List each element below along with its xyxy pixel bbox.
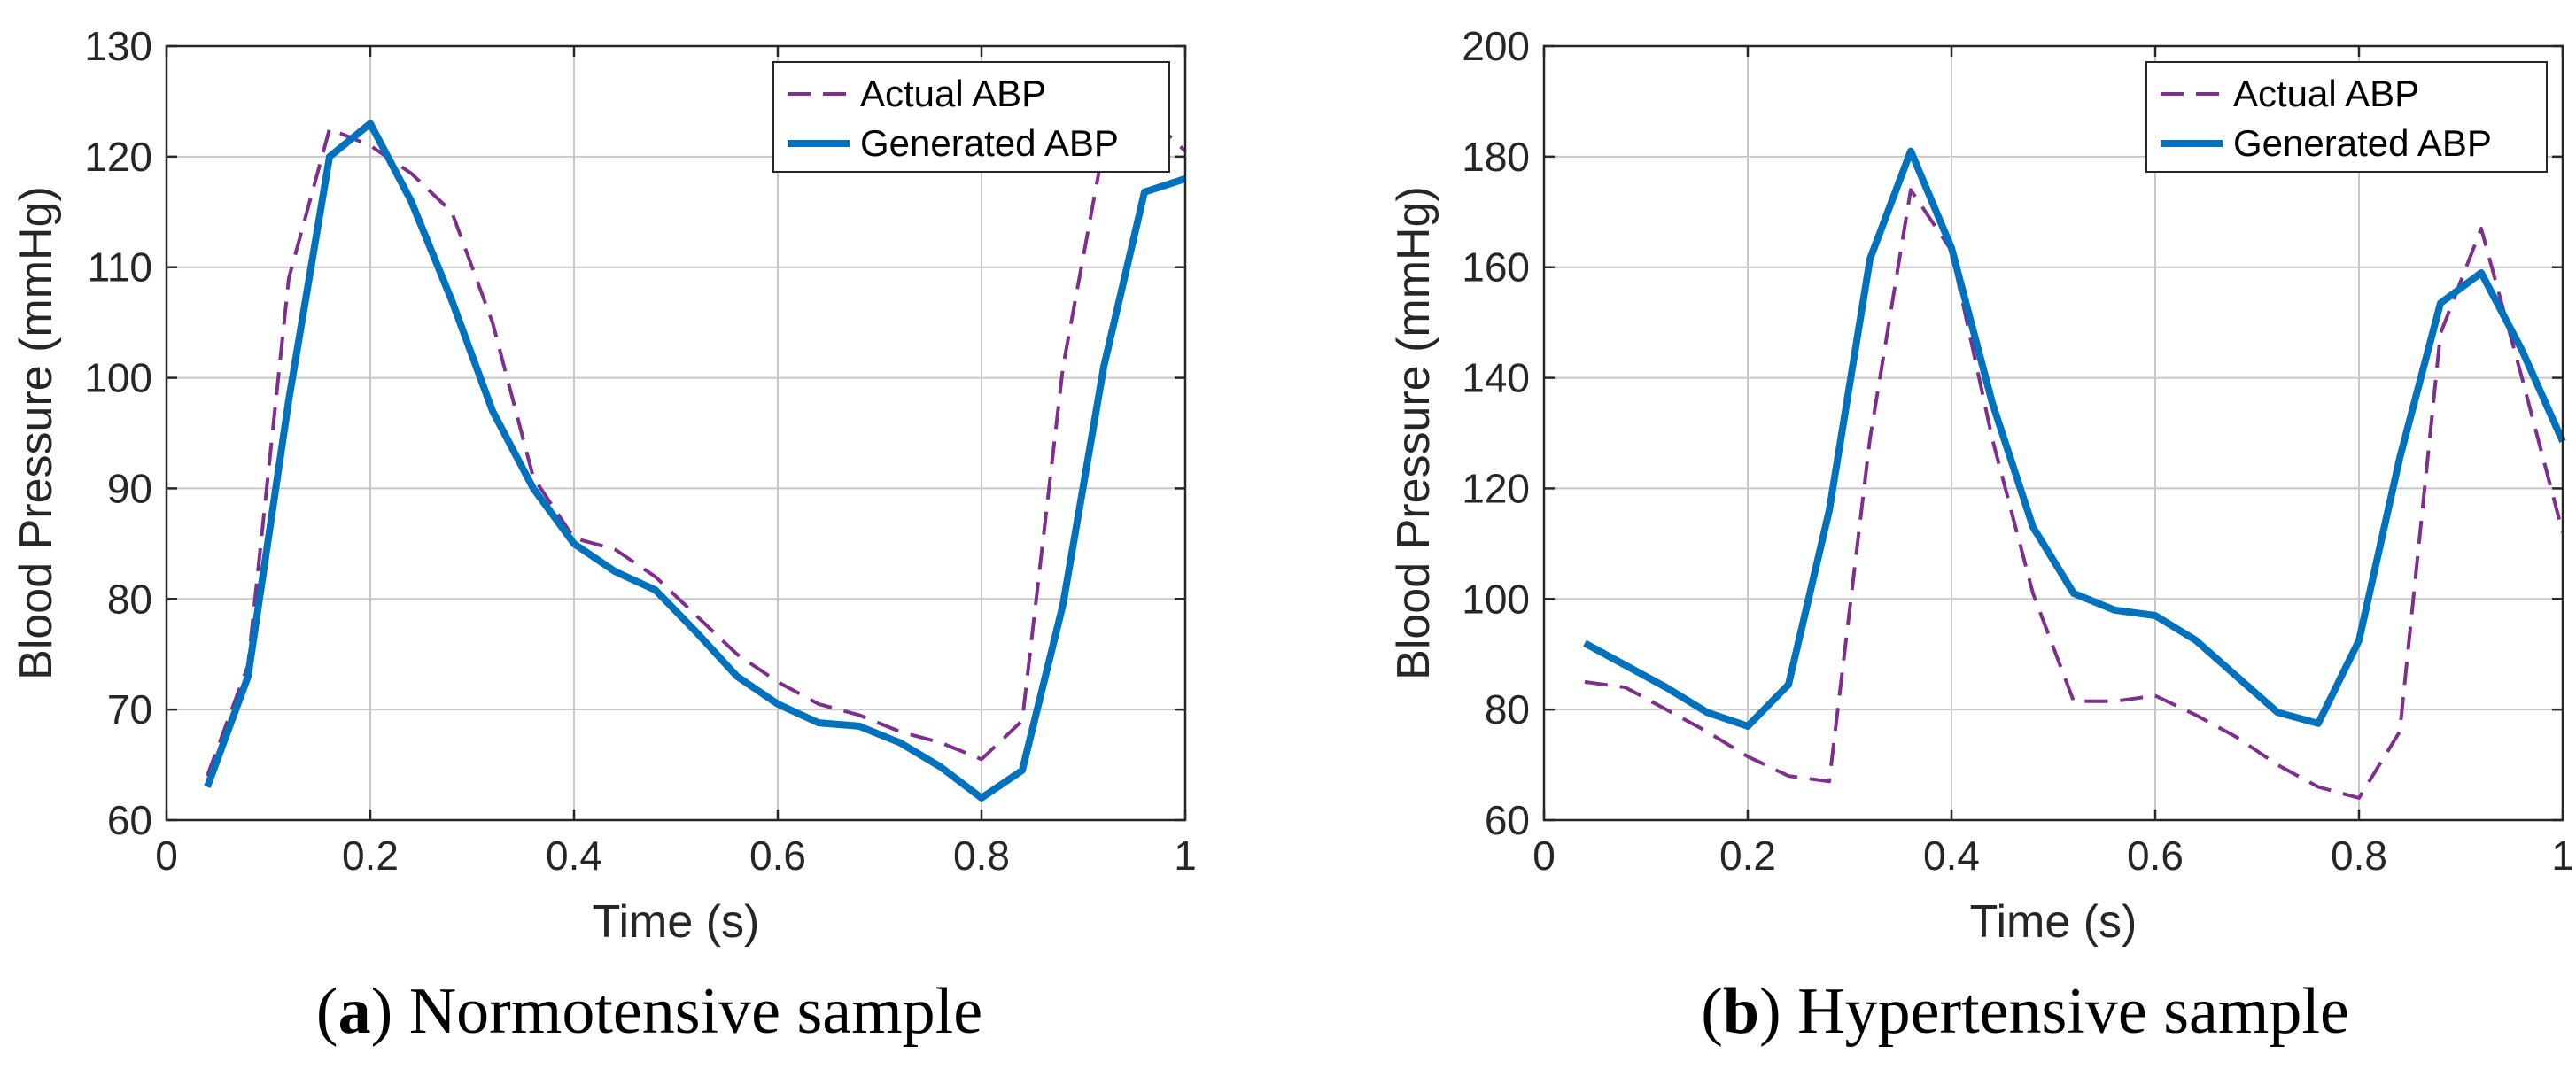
x-tick-label: 1: [2551, 833, 2574, 879]
y-tick-label: 60: [107, 797, 152, 843]
axes-frame-b: [1542, 44, 2564, 822]
y-tick-label: 60: [1485, 797, 1530, 843]
x-tick-label: 0.2: [1719, 833, 1776, 879]
legend-box-a: [772, 61, 1170, 173]
y-tick-label: 120: [1462, 465, 1530, 511]
caption-text-b: Hypertensive sample: [1797, 975, 2349, 1048]
y-tick-label: 70: [107, 686, 152, 732]
legend-label-generated-b: Generated ABP: [2233, 122, 2492, 164]
caption-b: (b) Hypertensive sample: [1701, 975, 2349, 1048]
y-tick-label: 180: [1462, 134, 1530, 180]
axes-frame-a: [165, 44, 1187, 822]
caption-a: (a) Normotensive sample: [315, 975, 983, 1048]
legend-b: Actual ABP Generated ABP: [2145, 61, 2548, 173]
y-tick-label: 80: [1485, 686, 1530, 732]
legend-label-generated-a: Generated ABP: [860, 122, 1119, 164]
chart-panel-a: 0 0.2 0.4 0.6 0.8 1 60 70 80 90 100 110 120 130 Time …: [11, 23, 1197, 948]
x-tick-label: 0: [155, 833, 178, 879]
caption-letter-b: b: [1722, 975, 1760, 1048]
series-lines-a: [204, 110, 1187, 802]
y-tick-label: 120: [84, 134, 152, 180]
plot-area-b: [1544, 46, 2563, 820]
y-tick-label: 100: [1462, 576, 1530, 622]
y-axis-label-b: Blood Pressure (mmHg): [1388, 186, 1439, 680]
x-tick-label: 0.4: [546, 833, 602, 879]
y-tick-label: 200: [1462, 23, 1530, 69]
series-line-actual-abp: [1584, 188, 2564, 800]
x-tick-label: 0.4: [1923, 833, 1980, 879]
legend-a: Actual ABP Generated ABP: [772, 61, 1170, 173]
legend-label-actual-a: Actual ABP: [860, 73, 1046, 114]
y-tick-label: 130: [84, 23, 152, 69]
x-tick-label: 0.6: [749, 833, 806, 879]
x-tick-label: 0.2: [342, 833, 399, 879]
series-line-generated-abp: [1583, 147, 2566, 730]
x-tick-label: 0.6: [2127, 833, 2184, 879]
y-tick-label: 100: [84, 355, 152, 401]
legend-box-b: [2145, 61, 2548, 173]
y-tick-label: 160: [1462, 244, 1530, 291]
y-tick-label: 80: [107, 576, 152, 622]
y-tick-label: 110: [88, 244, 152, 291]
y-tick-label: 90: [107, 465, 152, 511]
caption-text-a: Normotensive sample: [408, 975, 983, 1048]
x-tick-label: 0: [1532, 833, 1556, 879]
x-axis-label-b: Time (s): [1970, 896, 2138, 948]
y-tick-label: 140: [1462, 355, 1530, 401]
legend-label-actual-b: Actual ABP: [2233, 73, 2419, 114]
caption-letter-a: a: [338, 975, 371, 1048]
x-tick-label: 1: [1174, 833, 1197, 879]
y-axis-label-a: Blood Pressure (mmHg): [11, 186, 62, 680]
x-tick-label: 0.8: [2331, 833, 2387, 879]
x-axis-label-a: Time (s): [593, 896, 760, 948]
x-tick-label: 0.8: [953, 833, 1010, 879]
series-line-generated-abp: [204, 120, 1187, 802]
plot-area-a: [167, 46, 1185, 820]
series-lines-b: [1583, 147, 2566, 800]
ticks-a: 0 0.2 0.4 0.6 0.8 1 60 70 80 90 100 110 120 130: [84, 23, 1197, 879]
